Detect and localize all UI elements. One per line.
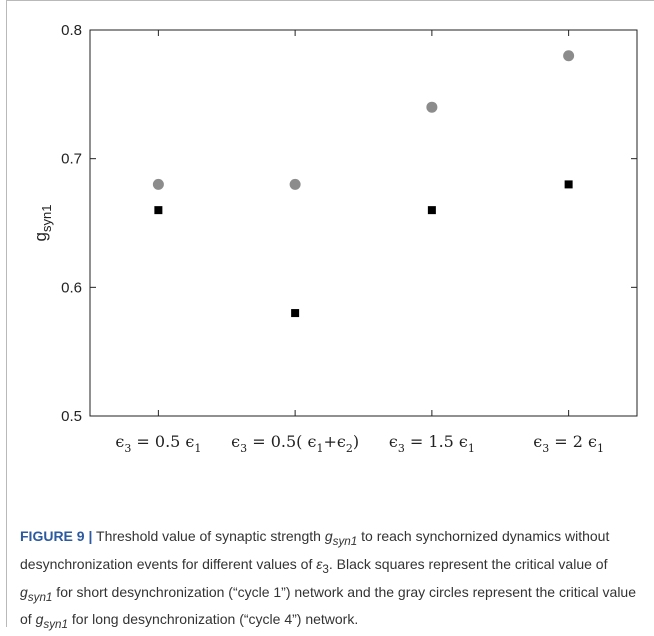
caption-text: for short desynchronization (“cycle 1”) … <box>20 583 637 628</box>
x-category-label: ϵ3​ = 0.5 ϵ1​ <box>115 432 201 455</box>
caption-symbol: g <box>20 583 28 600</box>
figure-label: FIGURE 9 | <box>20 528 93 544</box>
data-point-circle-1 <box>152 178 164 190</box>
x-category-label: ϵ3​ = 0.5( ϵ1​+ϵ2​) <box>231 432 359 455</box>
data-point-circle-3 <box>426 101 438 113</box>
data-point-square-3 <box>427 206 436 215</box>
frame-top-border <box>6 0 654 1</box>
figure-caption: FIGURE 9 | Threshold value of synaptic s… <box>20 525 640 636</box>
caption-text: to reach synchornized dynamics without d… <box>20 528 610 572</box>
y-tick-label: 0.6 <box>61 279 82 296</box>
caption-subscript: syn1 <box>43 618 68 632</box>
frame-left-border <box>6 0 7 627</box>
caption-text: for long desynchronization (“cycle 4”) n… <box>68 611 359 628</box>
y-axis-label: gsyn1 <box>31 205 54 242</box>
data-point-square-4 <box>564 180 573 189</box>
data-point-circle-2 <box>289 178 301 190</box>
data-point-square-1 <box>154 206 163 215</box>
caption-symbol: g <box>324 528 333 544</box>
y-tick-label: 0.8 <box>61 22 82 39</box>
plot-box <box>89 29 638 417</box>
caption-symbol: g <box>35 611 44 628</box>
y-tick-label: 0.7 <box>61 151 82 168</box>
x-category-label: ϵ3​ = 2 ϵ1​ <box>533 432 604 455</box>
data-point-square-2 <box>291 309 300 318</box>
x-category-label: ϵ3​ = 1.5 ϵ1​ <box>389 432 475 455</box>
caption-subscript: syn1 <box>332 534 358 548</box>
scatter-chart: 0.5 0.6 0.7 0.8 ϵ3​ = 0.5 ϵ1​ ϵ3​ = 0.5( ϵ1​+… <box>31 22 638 455</box>
caption-subscript: syn1 <box>27 590 53 604</box>
caption-symbol: ε <box>316 555 323 572</box>
y-tick-label: 0.5 <box>61 408 82 425</box>
caption-text: . Black squares represent the critical v… <box>328 555 608 572</box>
caption-subscript: 3 <box>322 562 329 576</box>
caption-text: Threshold value of synaptic strength <box>92 528 325 544</box>
data-point-circle-4 <box>563 50 575 62</box>
